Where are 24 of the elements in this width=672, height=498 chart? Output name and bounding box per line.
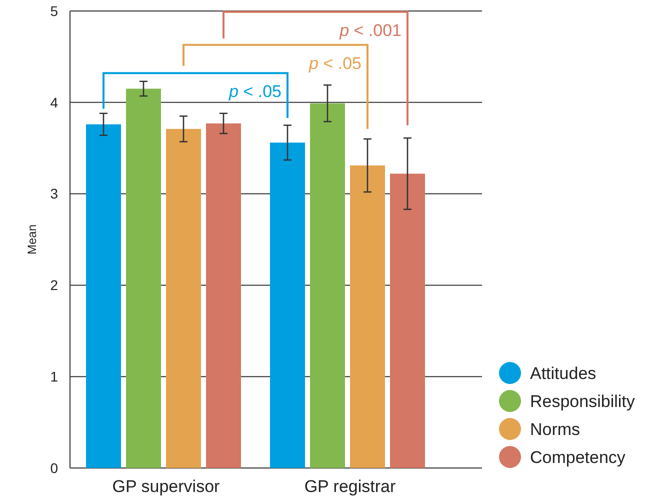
bar <box>86 124 121 468</box>
y-tick-label: 0 <box>50 460 58 476</box>
bar <box>310 103 345 468</box>
y-tick-label: 3 <box>50 186 58 202</box>
bar <box>390 174 425 468</box>
annotation: p < .001 <box>338 20 402 40</box>
annotation: p < .05 <box>308 54 362 73</box>
legend-label: Responsibility <box>530 392 636 411</box>
y-axis-title: Mean <box>25 224 39 255</box>
legend-label: Attitudes <box>530 364 596 383</box>
x-tick-label: GP registrar <box>304 477 396 496</box>
bar <box>350 165 385 468</box>
legend-label: Competency <box>530 448 626 467</box>
y-tick-label: 1 <box>50 368 58 384</box>
x-tick-label: GP supervisor <box>112 477 220 496</box>
annotation: p < .05 <box>228 82 282 102</box>
y-tick-label: 2 <box>50 277 58 294</box>
bar <box>206 123 241 468</box>
bar <box>166 128 201 468</box>
y-tick-label: 4 <box>50 94 58 110</box>
y-tick-label: 5 <box>50 2 58 19</box>
bar <box>270 142 305 468</box>
bar <box>126 88 161 468</box>
legend-label: Norms <box>530 420 580 439</box>
